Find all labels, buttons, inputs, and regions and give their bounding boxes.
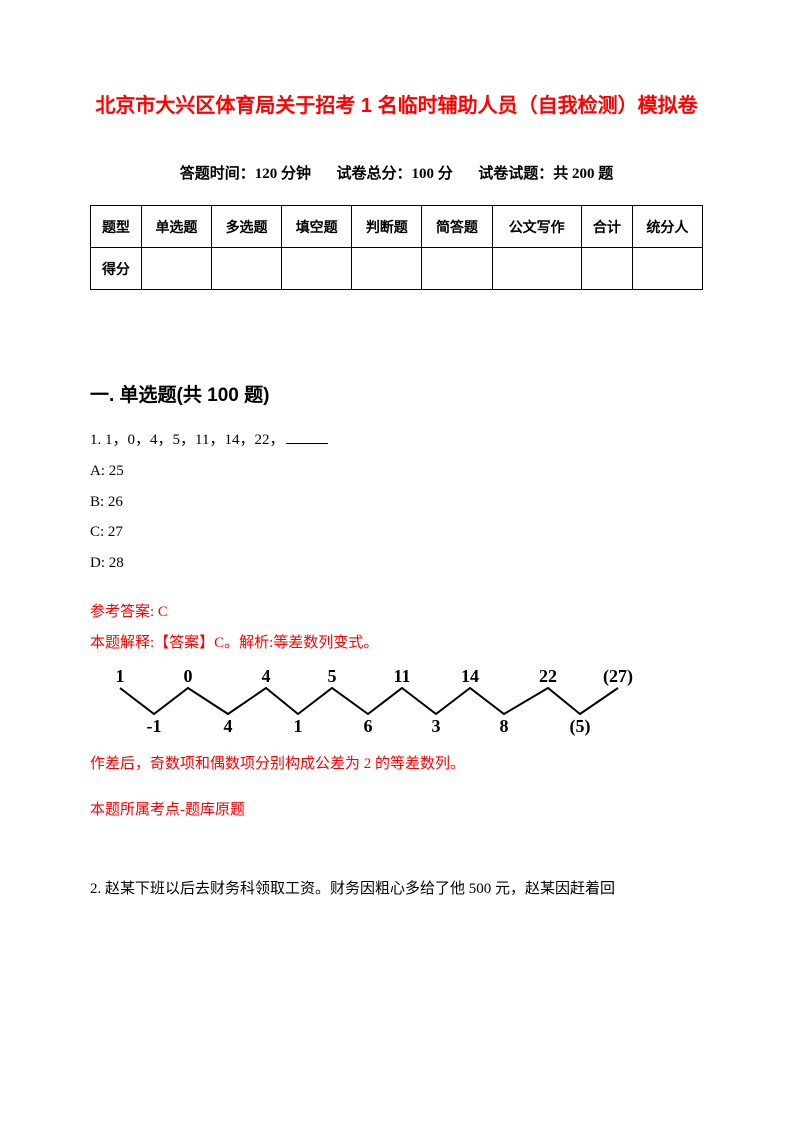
cell-fill: [282, 248, 352, 290]
cell-total: [581, 248, 632, 290]
question-1: 1. 1，0，4，5，11，14，22， A: 25 B: 26 C: 27 D…: [90, 425, 703, 579]
blank-line: [286, 443, 328, 444]
svg-text:3: 3: [432, 716, 441, 736]
cell-scorer: [632, 248, 702, 290]
q1-option-b: B: 26: [90, 487, 703, 518]
cell-single: [141, 248, 211, 290]
svg-text:6: 6: [364, 716, 373, 736]
exam-meta: 答题时间：120 分钟 试卷总分：100 分 试卷试题：共 200 题: [90, 162, 703, 183]
th-judge: 判断题: [352, 206, 422, 248]
svg-text:-1: -1: [147, 716, 162, 736]
th-doc: 公文写作: [492, 206, 581, 248]
th-multi: 多选题: [212, 206, 282, 248]
zigzag-svg: 1 0 4 5 11 14 22 (27) -1 4 1 6 3 8 (5): [100, 664, 670, 738]
th-scorer: 统分人: [632, 206, 702, 248]
svg-text:(5): (5): [570, 716, 591, 737]
svg-text:(27): (27): [603, 666, 633, 687]
total-label: 试卷总分：: [336, 162, 411, 183]
th-fill: 填空题: [282, 206, 352, 248]
topic-line: 本题所属考点-题库原题: [90, 798, 703, 819]
after-diagram-text: 作差后，奇数项和偶数项分别构成公差为 2 的等差数列。: [90, 749, 703, 780]
count-value: 共 200 题: [553, 162, 613, 183]
svg-text:4: 4: [262, 666, 271, 686]
svg-text:1: 1: [294, 716, 303, 736]
svg-text:14: 14: [461, 666, 479, 686]
th-total: 合计: [581, 206, 632, 248]
q1-stem: 1. 1，0，4，5，11，14，22，: [90, 432, 284, 448]
svg-text:11: 11: [393, 666, 410, 686]
th-short: 简答题: [422, 206, 492, 248]
score-table: 题型 单选题 多选题 填空题 判断题 简答题 公文写作 合计 统分人 得分: [90, 205, 703, 290]
total-value: 100 分: [412, 162, 453, 183]
cell-multi: [212, 248, 282, 290]
time-label: 答题时间：: [180, 162, 255, 183]
th-single: 单选题: [141, 206, 211, 248]
question-2: 2. 赵某下班以后去财务科领取工资。财务因粗心多给了他 500 元，赵某因赶着回: [90, 874, 703, 905]
svg-text:5: 5: [328, 666, 337, 686]
q1-option-d: D: 28: [90, 548, 703, 579]
svg-text:22: 22: [539, 666, 557, 686]
th-type: 题型: [91, 206, 142, 248]
row-label: 得分: [91, 248, 142, 290]
answer-label: 参考答案: C: [90, 597, 703, 628]
cell-short: [422, 248, 492, 290]
q1-option-a: A: 25: [90, 456, 703, 487]
table-header-row: 题型 单选题 多选题 填空题 判断题 简答题 公文写作 合计 统分人: [91, 206, 703, 248]
time-value: 120 分钟: [255, 162, 311, 183]
answer-block: 参考答案: C 本题解释:【答案】C。解析:等差数列变式。: [90, 597, 703, 659]
section-heading: 一. 单选题(共 100 题): [90, 380, 703, 407]
svg-text:8: 8: [500, 716, 509, 736]
svg-text:4: 4: [224, 716, 233, 736]
svg-text:1: 1: [116, 666, 125, 686]
zigzag-diagram: 1 0 4 5 11 14 22 (27) -1 4 1 6 3 8 (5): [100, 664, 703, 743]
q1-option-c: C: 27: [90, 517, 703, 548]
count-label: 试卷试题：: [478, 162, 553, 183]
document-title: 北京市大兴区体育局关于招考 1 名临时辅助人员（自我检测）模拟卷: [90, 90, 703, 122]
answer-explain: 本题解释:【答案】C。解析:等差数列变式。: [90, 628, 703, 659]
cell-judge: [352, 248, 422, 290]
svg-text:0: 0: [184, 666, 193, 686]
table-score-row: 得分: [91, 248, 703, 290]
cell-doc: [492, 248, 581, 290]
